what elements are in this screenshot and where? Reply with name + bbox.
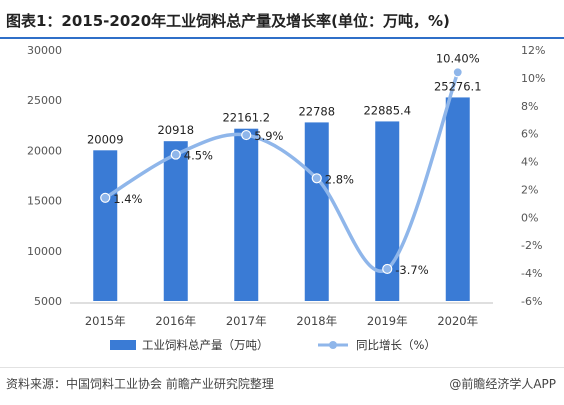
chart-title: 图表1：2015-2020年工业饲料总产量及增长率(单位：万吨，%) <box>6 12 450 30</box>
line-marker <box>170 149 181 160</box>
y-right-tick-label: 8% <box>521 100 538 113</box>
y-right-tick-label: 6% <box>521 128 538 141</box>
x-tick-label: 2015年 <box>85 314 126 328</box>
y-right-tick-label: -2% <box>521 239 542 252</box>
data-labels: 20009 20918 22161.2 22788 22885.4 25276.1 1.4%… <box>87 51 482 277</box>
y-right-tick-label: -4% <box>521 267 542 280</box>
y-right-tick-label: 10% <box>521 72 545 85</box>
legend-bar-label: 工业饲料总产量（万吨） <box>142 338 269 352</box>
line-value-label: 5.9% <box>254 129 283 143</box>
y-left-tick-label: 5000 <box>34 295 62 308</box>
y-left-tick-label: 25000 <box>27 94 62 107</box>
bar <box>304 122 329 301</box>
line-marker <box>382 263 393 275</box>
bar-value-label: 20009 <box>87 132 124 146</box>
x-tick-label: 2020年 <box>437 314 478 328</box>
y-right-tick-label: 4% <box>521 156 538 169</box>
line-value-label: 1.4% <box>113 192 142 206</box>
bar <box>93 150 118 301</box>
y-right-tick-label: -6% <box>521 295 542 308</box>
x-tick-label: 2019年 <box>367 314 408 328</box>
x-tick-label: 2017年 <box>226 314 267 328</box>
line-marker <box>241 129 252 141</box>
source-note: 资料来源：中国饲料工业协会 前瞻产业研究院整理 <box>6 377 274 391</box>
line-value-label: -3.7% <box>395 263 428 277</box>
y-left-tick-label: 15000 <box>27 195 62 208</box>
bar-value-label: 20918 <box>157 123 194 137</box>
bar-value-label: 22885.4 <box>363 103 411 117</box>
y-right-tick-label: 12% <box>521 44 545 57</box>
chart-area: 5000 10000 15000 20000 25000 30000 -6% -4% -2% 0%… <box>27 44 545 352</box>
bar <box>163 141 188 301</box>
bar-value-label: 22161.2 <box>222 111 270 125</box>
line-value-label: 10.40% <box>436 51 480 65</box>
legend-bar-swatch <box>110 340 136 350</box>
line-marker <box>311 173 322 184</box>
x-tick-label: 2016年 <box>155 314 196 328</box>
footer-divider <box>0 367 564 368</box>
growth-line <box>103 70 460 273</box>
legend: 工业饲料总产量（万吨） 同比增长（%） <box>110 338 436 352</box>
y-right-tick-label: 2% <box>521 183 538 196</box>
line-marker <box>452 67 463 78</box>
y-left-tick-label: 10000 <box>27 245 62 258</box>
line-value-label: 4.5% <box>184 149 213 163</box>
line-marker <box>100 192 111 203</box>
y-left-tick-label: 30000 <box>27 44 62 57</box>
brand-credit: @前瞻经济学人APP <box>449 377 556 391</box>
axes: 5000 10000 15000 20000 25000 30000 -6% -4% -2% 0%… <box>27 44 545 328</box>
bar-value-label: 25276.1 <box>434 79 482 93</box>
y-left-tick-label: 20000 <box>27 144 62 157</box>
legend-line-marker <box>329 341 337 349</box>
bar <box>445 97 470 302</box>
line-value-label: 2.8% <box>325 172 354 186</box>
y-right-tick-label: 0% <box>521 211 538 224</box>
legend-line-label: 同比增长（%） <box>356 338 436 352</box>
bar <box>234 128 259 301</box>
bar-value-label: 22788 <box>298 104 335 118</box>
line-series <box>100 67 463 275</box>
title-underline <box>0 37 564 39</box>
x-tick-label: 2018年 <box>296 314 337 328</box>
